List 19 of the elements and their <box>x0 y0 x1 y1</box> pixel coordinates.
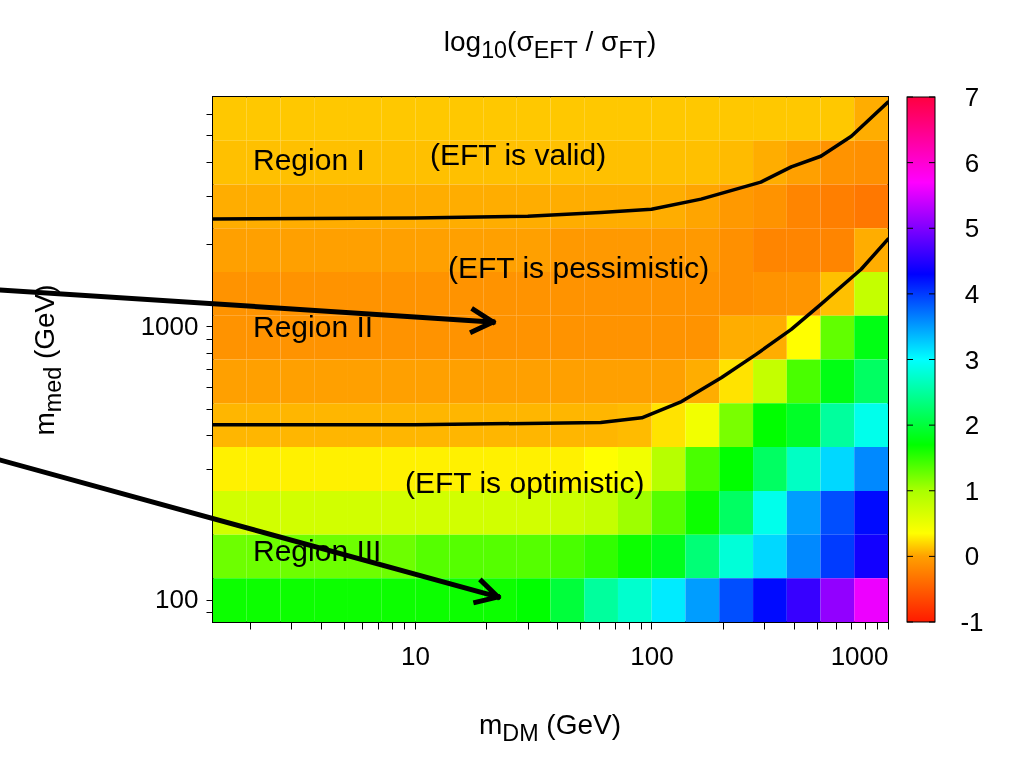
color-bar-label: -1 <box>960 607 984 637</box>
annotation: Region II <box>253 310 374 344</box>
color-bar-label: 5 <box>964 213 980 244</box>
annotation: (EFT is optimistic) <box>405 466 645 500</box>
x-tick-label: 1000 <box>830 640 889 671</box>
annotation: Region I <box>253 143 365 177</box>
color-bar-label: 4 <box>964 278 980 309</box>
x-tick-label: 10 <box>401 640 430 671</box>
chart-title: log$_{10}$(σ$_{EFT}$ / σ$_{FT}$) <box>443 26 657 64</box>
color-bar-label: 3 <box>964 344 980 375</box>
color-bar-label: 6 <box>964 147 980 178</box>
color-bar-label: 7 <box>964 82 980 112</box>
color-bar-label: 2 <box>964 410 980 441</box>
x-tick-label: 100 <box>630 640 674 671</box>
annotation: (EFT is pessimistic) <box>448 251 710 285</box>
color-bar-label: 1 <box>964 475 980 506</box>
x-axis-title: m$_{DM}$ (GeV) <box>478 709 622 747</box>
annotation: (EFT is valid) <box>430 138 607 172</box>
color-bar-label: 0 <box>964 541 980 572</box>
